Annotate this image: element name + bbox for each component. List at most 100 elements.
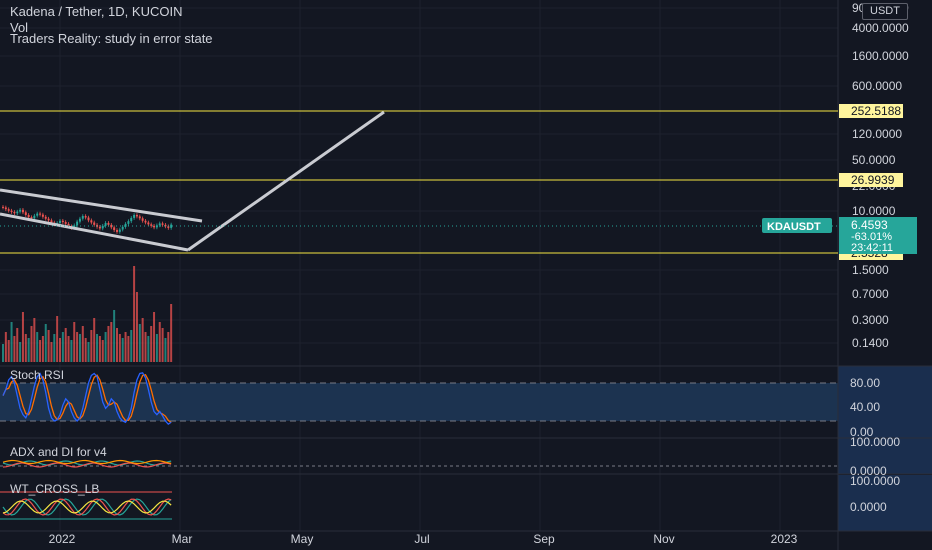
volume-bar xyxy=(153,312,156,362)
candle-body xyxy=(113,227,116,231)
volume-bar xyxy=(101,340,104,362)
candle-body xyxy=(107,222,110,225)
volume-bar xyxy=(164,338,167,362)
price-axis-label: 0.7000 xyxy=(852,287,889,301)
wt-cross-title[interactable]: WT_CROSS_LB xyxy=(10,482,100,496)
volume-bar xyxy=(113,310,116,362)
volume-bar xyxy=(76,332,79,362)
price-badge-change: -63.01% xyxy=(851,231,892,243)
volume-bar xyxy=(150,326,153,362)
volume-bar xyxy=(39,340,42,362)
price-badge-countdown: 23:42:11 xyxy=(851,242,893,254)
chart-symbol-title[interactable]: Kadena / Tether, 1D, KUCOIN xyxy=(10,4,183,19)
candle-body xyxy=(67,223,70,227)
adx-axis-100: 100.0000 xyxy=(850,435,900,449)
candle-body xyxy=(33,215,36,219)
projection-line[interactable] xyxy=(187,110,385,252)
candle-body xyxy=(64,222,67,224)
adx-axis-0: 0.0000 xyxy=(850,464,887,478)
pane-axes: 80.00 40.00 0.00 100.0000 0.0000 100.000… xyxy=(850,376,900,514)
candle-body xyxy=(141,218,144,221)
price-badge-bg xyxy=(839,217,917,254)
volume-bar xyxy=(73,322,76,362)
candle-body xyxy=(135,214,138,217)
volume-bar xyxy=(93,318,96,362)
currency-badge[interactable]: USDT xyxy=(862,3,908,20)
volume-bar xyxy=(13,336,16,362)
price-axis-label: 50.0000 xyxy=(852,153,896,167)
level-label-bg-1 xyxy=(839,173,903,187)
candle-body xyxy=(138,216,141,219)
volume-bar xyxy=(50,342,53,362)
volume-bar xyxy=(124,332,127,362)
channel-upper-line[interactable] xyxy=(0,188,203,223)
level-label-bg-0 xyxy=(839,104,903,118)
volume-bar xyxy=(167,332,170,362)
volume-bar xyxy=(107,326,110,362)
study-error-label[interactable]: Traders Reality: study in error state xyxy=(10,31,213,46)
volume-bar xyxy=(158,322,161,362)
volume-bar xyxy=(19,342,22,362)
adx-lines xyxy=(2,459,172,468)
volume-bar xyxy=(24,334,27,362)
price-axis-label: 0.1400 xyxy=(852,336,889,350)
candle-body xyxy=(144,220,147,223)
volume-bar xyxy=(59,338,61,362)
stoch-rsi-title[interactable]: Stoch RSI xyxy=(10,368,65,382)
candle-body xyxy=(50,220,53,223)
volume-bar xyxy=(44,324,47,362)
candle-body xyxy=(78,218,81,222)
last-price-badge: KDAUSDT 6.4593 -63.01% 23:42:11 xyxy=(762,217,917,254)
volume-bar xyxy=(87,342,90,362)
candle-body xyxy=(127,221,130,224)
ticker-badge-text: KDAUSDT xyxy=(767,221,821,233)
horizontal-levels xyxy=(0,110,838,254)
volume-bar xyxy=(98,336,101,362)
volume-bar xyxy=(81,326,84,362)
adx-title[interactable]: ADX and DI for v4 xyxy=(10,445,107,459)
stoch-band-fill xyxy=(0,383,838,421)
candle-body xyxy=(133,214,136,218)
stoch-axis-80: 80.00 xyxy=(850,376,880,390)
volume-bar xyxy=(141,318,144,362)
candle-body xyxy=(93,222,96,225)
volume-bar xyxy=(2,344,4,362)
candle-body xyxy=(90,220,93,223)
candle-body xyxy=(101,225,104,229)
price-axis-label: 4000.0000 xyxy=(852,21,909,35)
volume-bars xyxy=(2,266,173,362)
time-axis[interactable]: 2022 Mar May Jul Sep Nov 2023 xyxy=(49,532,798,546)
stoch-axis-40: 40.00 xyxy=(850,400,880,414)
volume-bar xyxy=(67,336,70,362)
volume-bar xyxy=(47,330,50,362)
level-label-0: 252.5188 xyxy=(851,104,901,118)
time-axis-label: Jul xyxy=(414,532,429,546)
channel-lower-line[interactable] xyxy=(0,212,189,252)
candle-body xyxy=(130,217,133,222)
volume-indicator-label[interactable]: Vol xyxy=(10,20,29,35)
ticker-badge-bg xyxy=(762,218,832,233)
volume-bar xyxy=(30,326,33,362)
candle-body xyxy=(19,209,22,212)
volume-bar xyxy=(27,338,30,362)
candle-body xyxy=(116,230,118,232)
candle-body xyxy=(44,216,47,219)
volume-bar xyxy=(116,328,118,362)
volume-bar xyxy=(135,292,138,362)
stoch-axis-0: 0.00 xyxy=(850,425,874,439)
candle-body xyxy=(39,213,42,215)
candle-body xyxy=(73,225,76,228)
volume-bar xyxy=(138,324,141,362)
adx-di-minus xyxy=(2,462,172,468)
candle-body xyxy=(36,213,39,216)
candle-body xyxy=(84,216,87,218)
candle-body xyxy=(2,206,4,208)
price-axis-label: 0.3000 xyxy=(852,313,889,327)
candle-body xyxy=(30,217,33,219)
time-axis-label: 2023 xyxy=(771,532,798,546)
volume-bar xyxy=(118,334,121,362)
price-axis-label: 120.0000 xyxy=(852,127,902,141)
candle-body xyxy=(76,221,79,226)
candle-body xyxy=(161,223,164,225)
